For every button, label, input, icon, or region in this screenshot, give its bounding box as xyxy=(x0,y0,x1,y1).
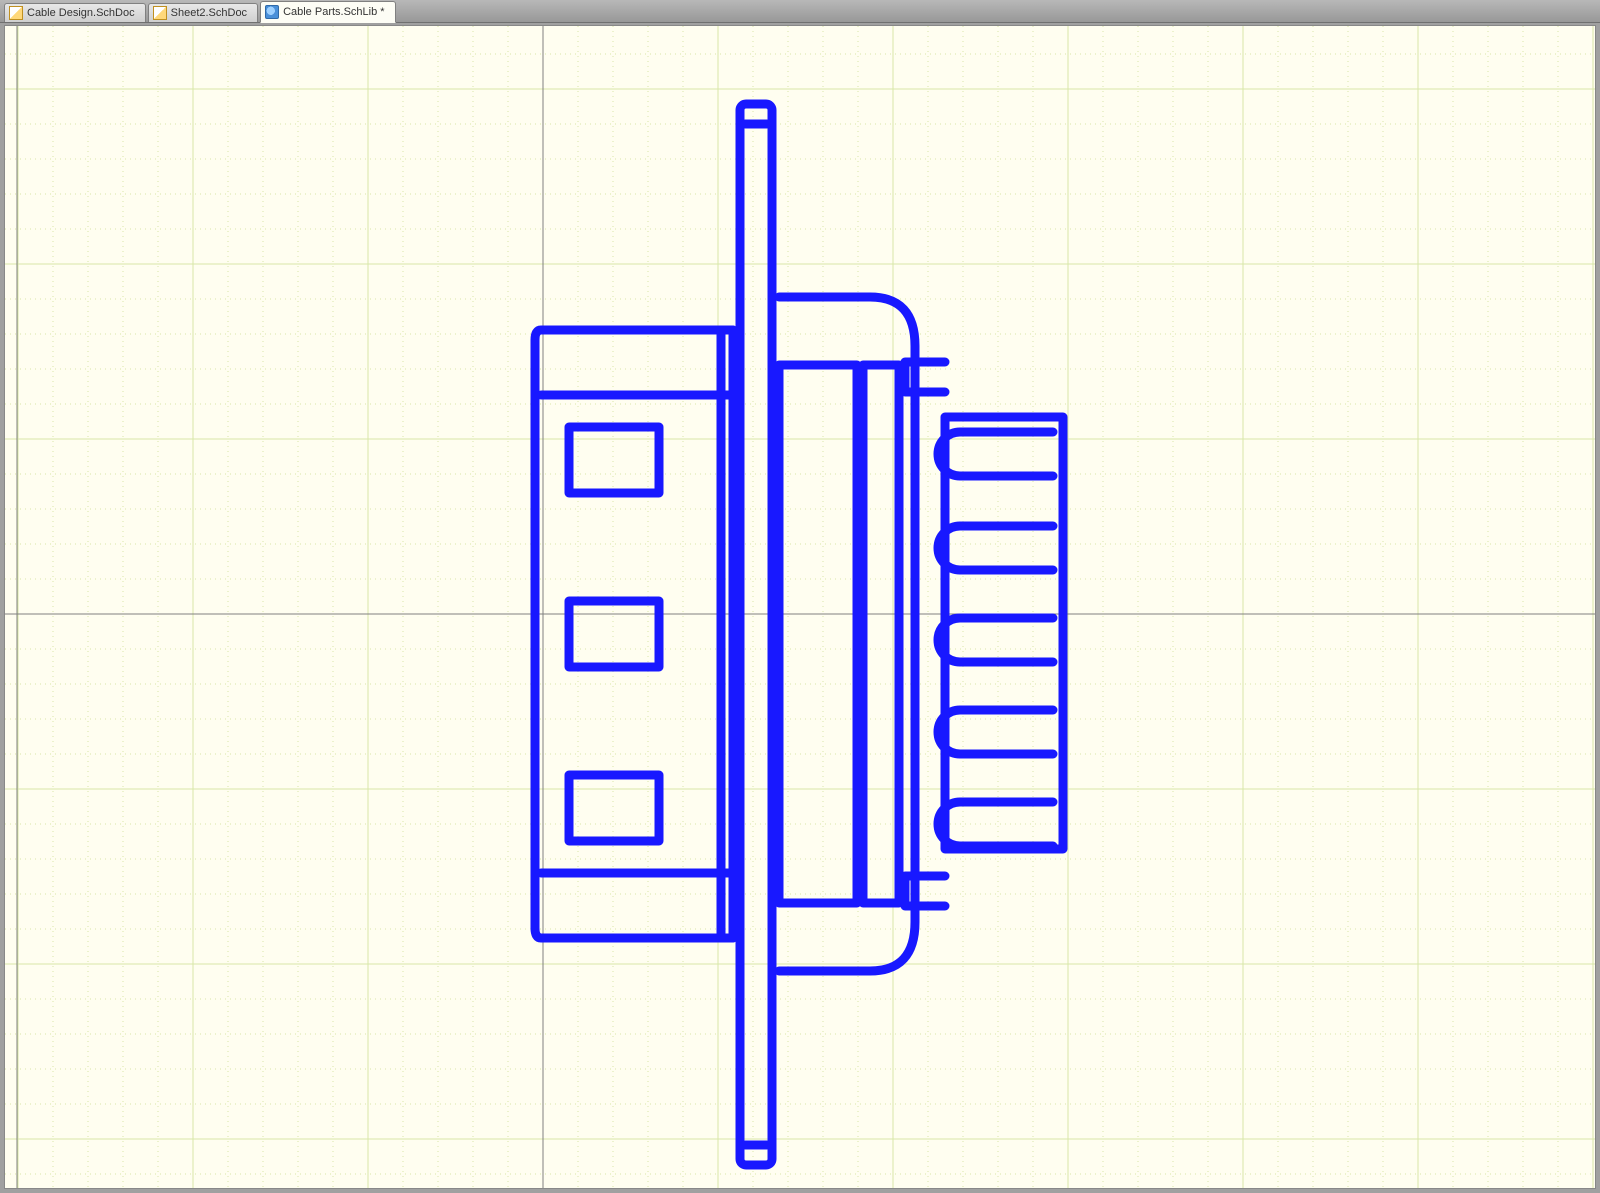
tab-label: Cable Design.SchDoc xyxy=(27,7,135,19)
tab-label: Cable Parts.SchLib * xyxy=(283,6,385,18)
component-drawing[interactable] xyxy=(5,26,1595,1188)
tab-label: Sheet2.SchDoc xyxy=(171,7,247,19)
schlib-icon xyxy=(265,5,279,19)
tab-cable-parts[interactable]: Cable Parts.SchLib * xyxy=(260,1,396,23)
editor-canvas[interactable] xyxy=(0,23,1600,1193)
schdoc-icon xyxy=(153,6,167,20)
tab-sheet2[interactable]: Sheet2.SchDoc xyxy=(148,3,258,22)
tab-cable-design[interactable]: Cable Design.SchDoc xyxy=(4,3,146,22)
document-tab-bar: Cable Design.SchDoc Sheet2.SchDoc Cable … xyxy=(0,0,1600,23)
schdoc-icon xyxy=(9,6,23,20)
schematic-sheet[interactable] xyxy=(4,25,1596,1189)
